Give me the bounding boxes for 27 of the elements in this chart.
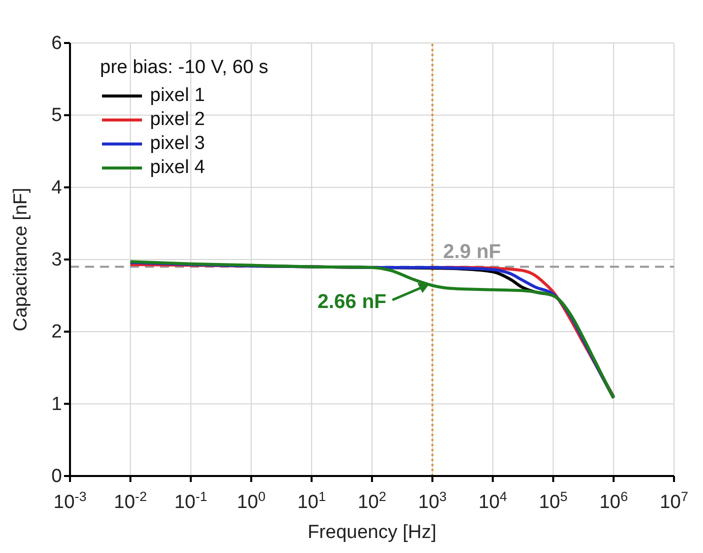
y-axis-title: Capacitance [nF]: [10, 188, 32, 332]
y-tick-label: 1: [51, 394, 62, 415]
x-tick-label: 10$^{1}$: [297, 488, 326, 513]
y-tick-label: 6: [51, 33, 62, 54]
x-tick-label: 10$^{-3}$: [54, 488, 86, 513]
legend-label: pixel 4: [150, 156, 205, 180]
legend-label: pixel 1: [150, 84, 205, 108]
x-tick-label: 10$^{2}$: [358, 488, 386, 513]
y-tick-label: 2: [51, 322, 62, 343]
y-tick-label: 0: [51, 466, 62, 487]
x-tick-label: 10$^{7}$: [660, 488, 688, 513]
annotation: 2.66 nF: [317, 291, 386, 314]
x-tick-label: 10$^{5}$: [538, 488, 568, 513]
legend-title: pre bias: -10 V, 60 s: [100, 56, 268, 80]
y-tick-label: 4: [51, 177, 62, 198]
x-tick-label: 10$^{3}$: [418, 488, 447, 513]
x-tick-label: 10$^{-2}$: [114, 488, 147, 513]
ref-line-label: 2.9 nF: [443, 240, 501, 263]
legend-label: pixel 2: [150, 108, 205, 132]
legend-label: pixel 3: [150, 132, 205, 156]
y-tick-label: 3: [51, 250, 62, 270]
x-tick-label: 10$^{-1}$: [174, 488, 208, 513]
x-axis-title: Frequency [Hz]: [308, 522, 436, 543]
x-tick-label: 10$^{0}$: [236, 488, 266, 513]
x-tick-label: 10$^{6}$: [599, 488, 628, 513]
y-tick-label: 5: [51, 105, 62, 126]
x-tick-label: 10$^{4}$: [478, 488, 508, 513]
